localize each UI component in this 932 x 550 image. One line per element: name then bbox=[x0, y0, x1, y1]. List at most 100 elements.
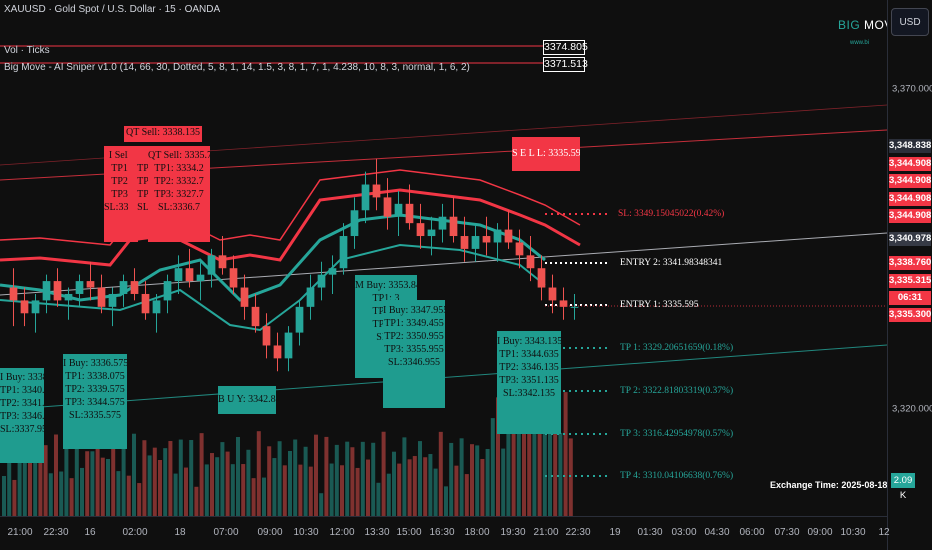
volume-bar bbox=[449, 442, 454, 516]
candle-body bbox=[559, 300, 568, 307]
candle-body bbox=[394, 203, 403, 217]
volume-bar bbox=[501, 448, 506, 516]
volume-bar bbox=[506, 395, 511, 516]
volume-bar bbox=[553, 407, 558, 516]
time-tick-label: 19 bbox=[609, 527, 621, 538]
entry2-label: ENTRY 2: 3341.98348341 bbox=[620, 258, 723, 268]
candle-body bbox=[306, 287, 315, 307]
time-tick-label: 12 bbox=[878, 527, 890, 538]
volume-bar bbox=[251, 478, 256, 516]
candle-body bbox=[350, 210, 359, 237]
volume-bar bbox=[459, 438, 464, 516]
candle-body bbox=[53, 281, 62, 301]
bigmove-indicator-legend[interactable]: Big Move - AI Sniper v1.0 (14, 66, 30, D… bbox=[4, 62, 470, 73]
volume-bar bbox=[215, 457, 220, 516]
price-tick: 3,320.000 bbox=[892, 403, 932, 415]
price-badge: 3,344.908 bbox=[889, 192, 932, 206]
price-chart[interactable] bbox=[0, 0, 887, 516]
volume-bar bbox=[95, 445, 100, 516]
price-badge: 3,338.760 bbox=[889, 256, 932, 270]
volume-bar bbox=[516, 403, 521, 516]
time-tick-label: 18 bbox=[174, 527, 186, 538]
volume-bar bbox=[262, 477, 266, 516]
candle-body bbox=[119, 281, 128, 294]
time-tick-label: 04:30 bbox=[704, 527, 730, 538]
volume-bar bbox=[142, 440, 147, 516]
volume-bar bbox=[433, 468, 438, 516]
candle-body bbox=[196, 274, 205, 282]
time-tick-label: 09:00 bbox=[807, 527, 833, 538]
trend-band-line bbox=[0, 243, 546, 332]
currency-button[interactable]: USD bbox=[891, 8, 929, 36]
candle-body bbox=[218, 255, 227, 269]
candle-body bbox=[548, 287, 557, 301]
symbol-legend[interactable]: XAUUSD · Gold Spot / U.S. Dollar · 15 · … bbox=[4, 4, 221, 15]
price-badge: 3,335.300 bbox=[889, 308, 932, 322]
volume-bar bbox=[350, 447, 355, 516]
volume-bar bbox=[558, 432, 563, 516]
volume-bar bbox=[272, 458, 277, 516]
time-axis[interactable]: 21:00 22:30 16 02:00 18 07:00 09:00 10:30 12:00 1… bbox=[0, 516, 890, 550]
candle-body bbox=[339, 236, 348, 269]
time-tick-label: 10:30 bbox=[840, 527, 866, 538]
volume-bar bbox=[308, 466, 313, 516]
candle-body bbox=[482, 236, 491, 243]
volume-bar bbox=[246, 449, 251, 516]
volume-bar bbox=[470, 444, 474, 516]
volume-bar bbox=[371, 442, 376, 516]
volume-bar bbox=[522, 431, 526, 516]
exchange-time: Exchange Time: 2025-08-18 11:33:38 bbox=[770, 480, 926, 490]
volume-bar bbox=[532, 414, 537, 516]
time-tick-label: 19:30 bbox=[500, 527, 526, 538]
volume-bar bbox=[475, 445, 480, 516]
volume-bar bbox=[293, 439, 298, 516]
volume-bar bbox=[303, 446, 308, 516]
volume-bar bbox=[163, 448, 168, 516]
volume-badge: 2.09 K bbox=[891, 473, 915, 501]
volume-bar bbox=[137, 483, 142, 516]
candle-body bbox=[284, 332, 293, 359]
volume-bar bbox=[319, 493, 324, 516]
volume-bar bbox=[74, 432, 79, 516]
tp2-label: TP 2: 3322.81803319(0.37%) bbox=[620, 386, 734, 396]
volume-bar bbox=[527, 396, 532, 516]
candle-body bbox=[229, 268, 238, 288]
time-tick-label: 13:30 bbox=[364, 527, 390, 538]
price-badge: 06:31 bbox=[889, 291, 931, 305]
volume-bar bbox=[100, 457, 105, 516]
volume-bar bbox=[360, 441, 365, 516]
volume-bar bbox=[194, 486, 199, 516]
volume-bar bbox=[33, 451, 38, 516]
volume-bar bbox=[173, 473, 178, 516]
time-tick-label: 07:00 bbox=[213, 527, 239, 538]
candle-body bbox=[405, 203, 414, 224]
candle-body bbox=[537, 268, 546, 288]
volume-bar bbox=[106, 458, 110, 516]
volume-bar bbox=[2, 476, 6, 516]
volume-bar bbox=[511, 432, 516, 516]
price-badge: 3,348.838 bbox=[889, 139, 932, 153]
price-badge: 3,344.908 bbox=[889, 174, 932, 188]
volume-bar bbox=[366, 459, 370, 516]
candle-body bbox=[460, 236, 469, 249]
price-badge: 3,344.908 bbox=[889, 209, 932, 223]
volume-indicator-legend[interactable]: Vol · Ticks bbox=[4, 45, 50, 56]
time-tick-label: 18:00 bbox=[464, 527, 490, 538]
volume-bar bbox=[444, 486, 448, 516]
volume-bar bbox=[548, 412, 552, 516]
volume-bar bbox=[241, 464, 246, 516]
candle-body bbox=[185, 268, 194, 282]
volume-bar bbox=[7, 438, 12, 516]
candle-body bbox=[97, 287, 106, 307]
time-tick-label: 07:30 bbox=[774, 527, 800, 538]
time-tick-label: 15:00 bbox=[396, 527, 422, 538]
candle-body bbox=[295, 306, 304, 333]
candle-body bbox=[251, 306, 260, 327]
candle-body bbox=[152, 300, 161, 314]
volume-bar bbox=[116, 471, 121, 516]
volume-bar bbox=[288, 450, 292, 516]
volume-bar bbox=[537, 422, 542, 516]
volume-bar bbox=[407, 459, 412, 516]
volume-bar bbox=[168, 441, 173, 516]
candle-body bbox=[31, 300, 40, 314]
